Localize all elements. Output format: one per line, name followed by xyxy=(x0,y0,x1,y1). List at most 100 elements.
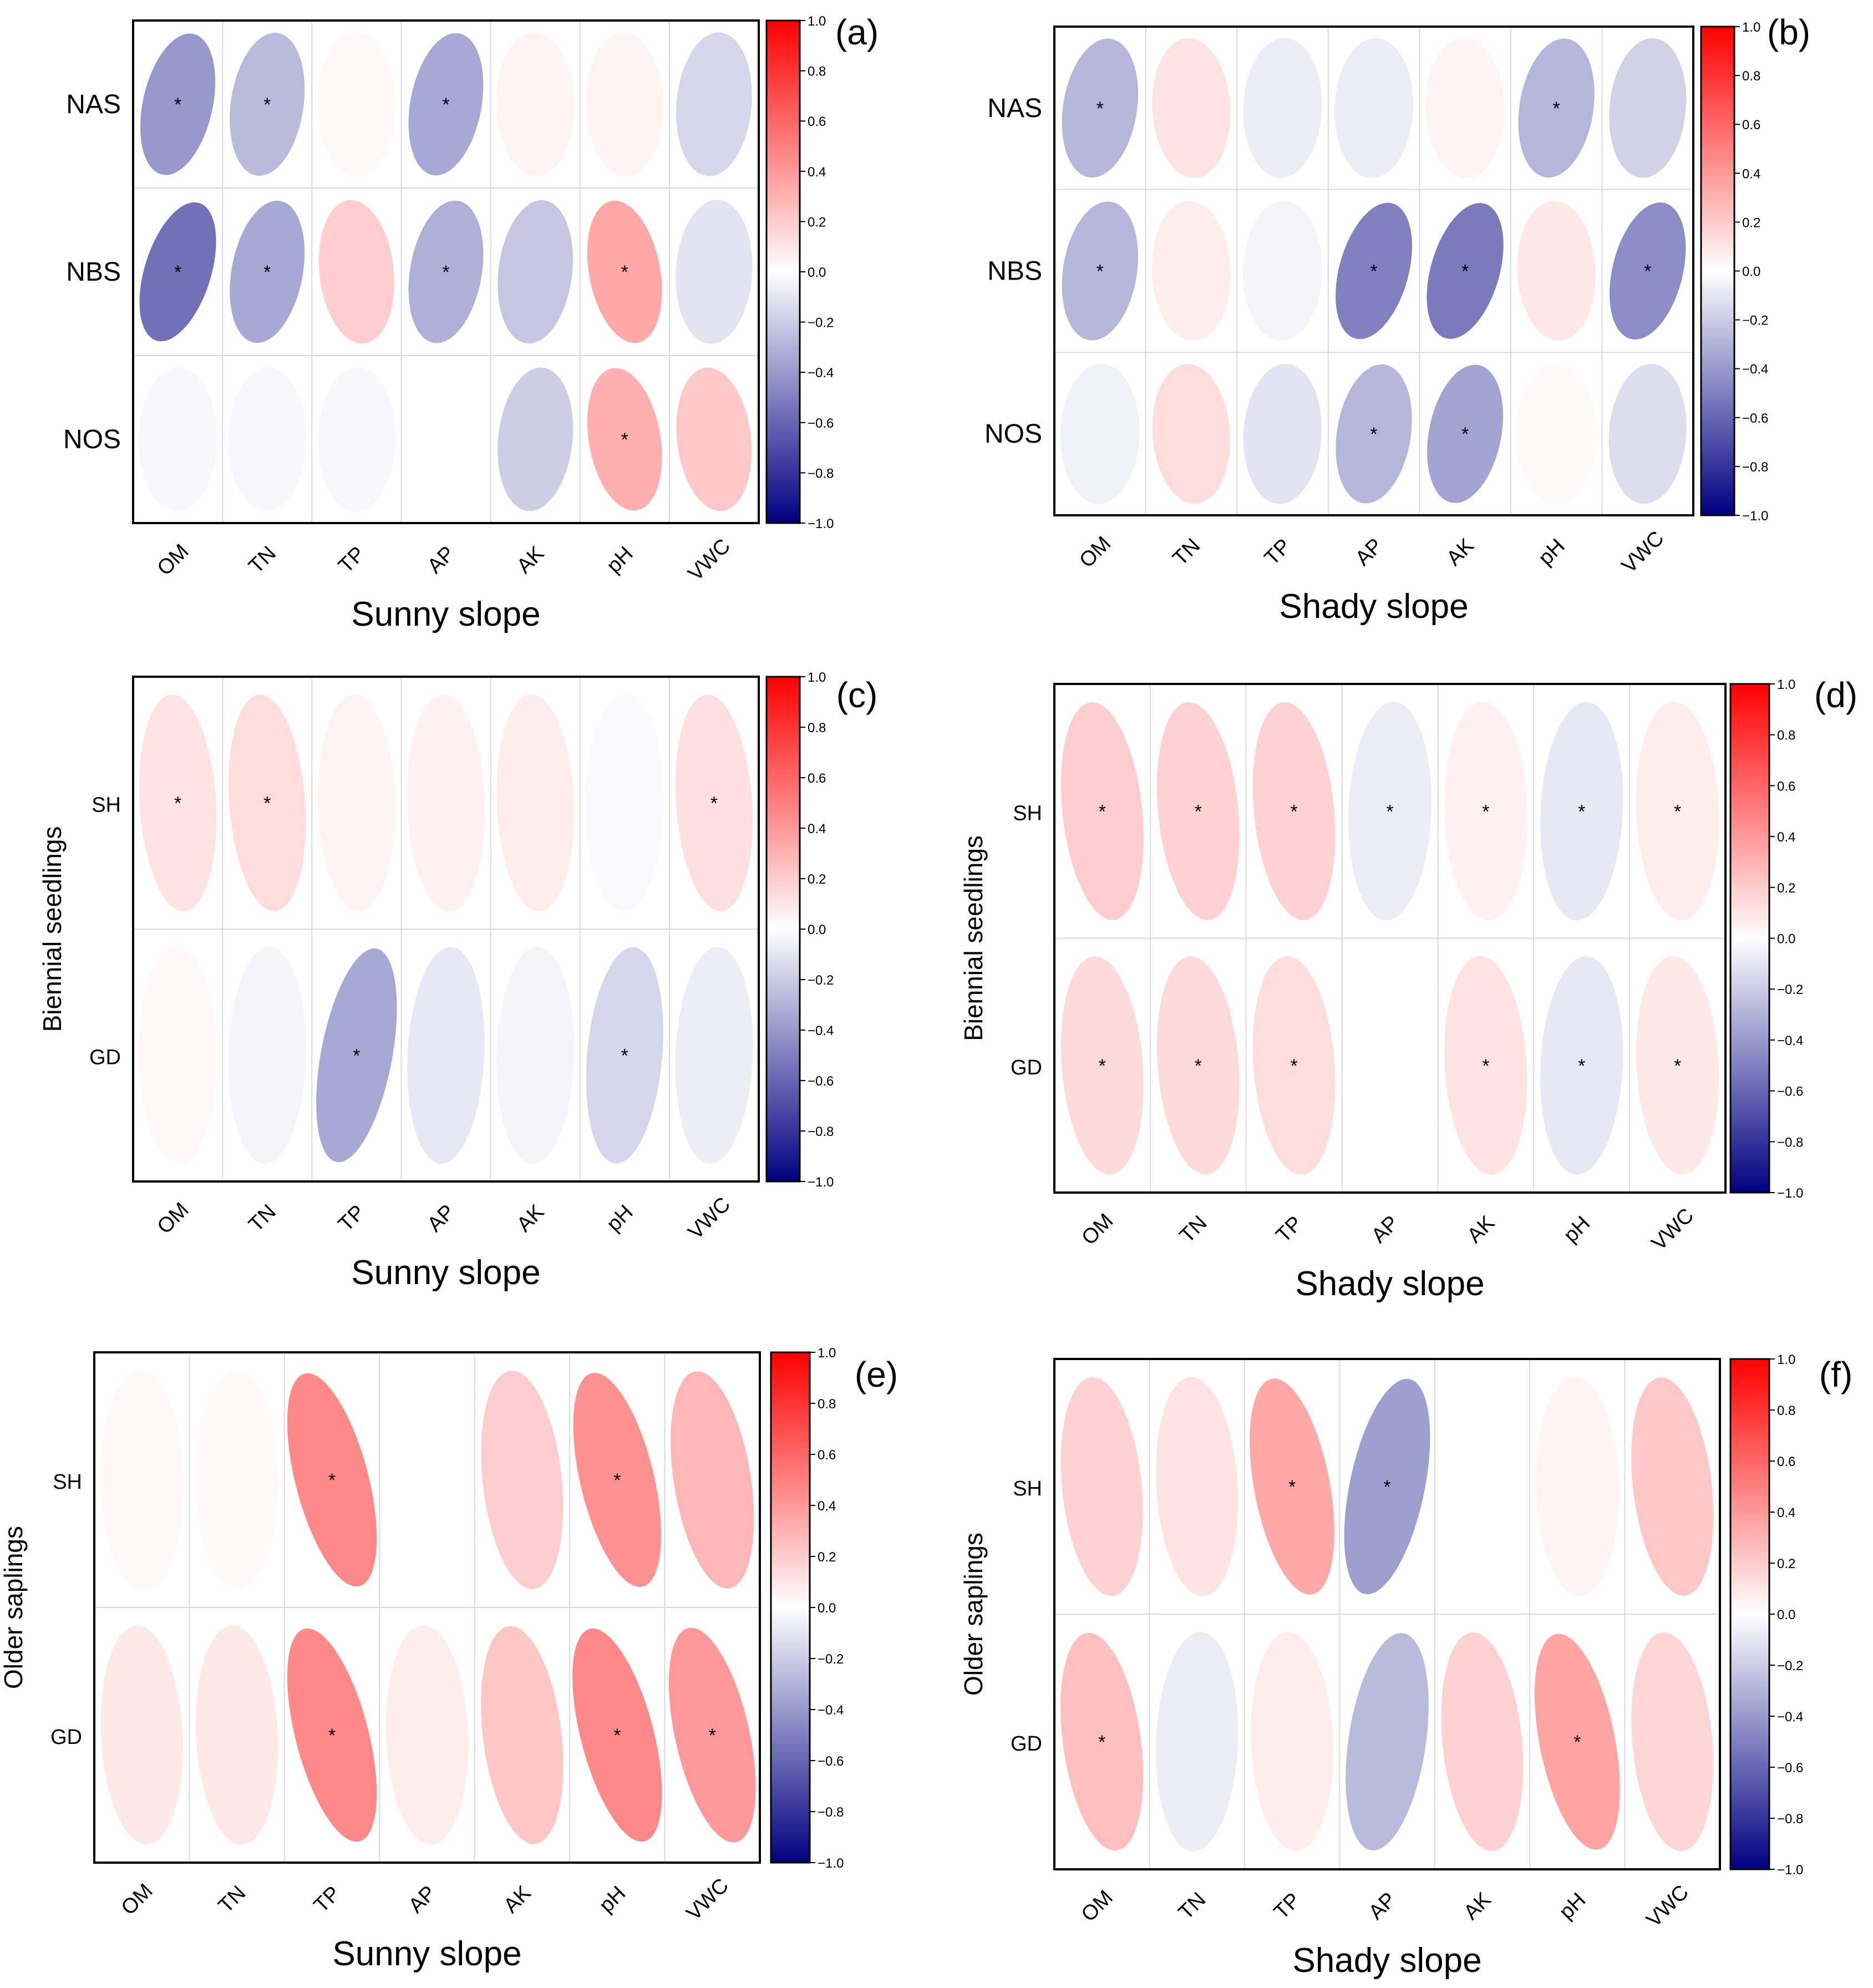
colorbar-tick-label: −0.2 xyxy=(808,973,834,988)
colorbar-tick-label: −0.2 xyxy=(1777,982,1803,997)
colorbar-tick-label: −0.4 xyxy=(818,1703,844,1718)
significance-star: * xyxy=(1195,801,1202,822)
correlation-ellipse xyxy=(676,32,752,176)
correlation-ellipse xyxy=(1346,1633,1429,1850)
row-label: GD xyxy=(1011,1732,1042,1756)
plot-frame xyxy=(1053,1358,1721,1870)
column-label: TN xyxy=(244,1200,281,1237)
colorbar-tick-label: 1.0 xyxy=(1777,677,1795,692)
plot-frame xyxy=(132,19,760,524)
x-axis-title: Shady slope xyxy=(1295,1265,1484,1303)
correlation-ellipse xyxy=(385,1625,469,1845)
significance-star: * xyxy=(1461,424,1469,445)
colorbar-tick-label: 0.4 xyxy=(808,165,826,180)
colorbar-tick-label: 0.8 xyxy=(808,64,826,79)
significance-star: * xyxy=(353,1046,360,1067)
correlation-ellipse xyxy=(1062,201,1138,341)
significance-star: * xyxy=(621,429,628,450)
colorbar-tick-label: −1.0 xyxy=(818,1856,844,1871)
colorbar-tick-label: −0.6 xyxy=(1777,1761,1803,1776)
correlation-ellipse xyxy=(1336,364,1412,504)
colorbar xyxy=(1729,1358,1770,1870)
significance-star: * xyxy=(1644,261,1651,282)
x-axis-title: Shady slope xyxy=(1279,587,1468,626)
colorbar-tick-label: 0.6 xyxy=(808,771,826,786)
panel-label: (b) xyxy=(1767,12,1810,52)
column-label: AK xyxy=(512,1200,549,1237)
colorbar-tick-label: −0.8 xyxy=(1777,1135,1803,1150)
colorbar-tick-label: 0.4 xyxy=(808,821,826,836)
correlation-ellipse xyxy=(1336,202,1412,339)
colorbar-tick-label: 0.8 xyxy=(808,721,826,736)
colorbar-tick-label: 0.0 xyxy=(1742,265,1760,280)
panel-e: * * * * * SH GD OM TN TP AP AK pH VWC Sunny slope Older… xyxy=(0,1346,898,1973)
correlation-ellipse xyxy=(1060,1377,1143,1596)
colorbar-tick-label: 1.0 xyxy=(808,14,826,29)
correlation-ellipse xyxy=(287,1628,377,1842)
correlation-ellipse xyxy=(572,1628,662,1842)
correlation-ellipse xyxy=(498,367,573,511)
correlation-ellipse xyxy=(139,367,217,511)
column-label: AK xyxy=(499,1882,536,1918)
significance-star: * xyxy=(1098,1732,1105,1753)
correlation-ellipse xyxy=(1252,956,1336,1175)
significance-star: * xyxy=(621,262,628,283)
column-label: TP xyxy=(309,1882,345,1917)
panel-label: (d) xyxy=(1814,675,1857,715)
correlation-ellipse xyxy=(230,200,305,343)
correlation-ellipse xyxy=(675,694,753,911)
x-axis-title: Sunny slope xyxy=(332,1935,521,1973)
colorbar-tick-label: −0.6 xyxy=(1777,1084,1803,1099)
significance-star: * xyxy=(1578,1056,1585,1077)
column-label: TN xyxy=(1175,1211,1212,1248)
column-label: TP xyxy=(334,1200,369,1236)
colorbar-tick-label: −0.6 xyxy=(818,1754,844,1769)
correlation-ellipse xyxy=(668,1627,756,1843)
significance-star: * xyxy=(174,793,181,814)
column-label: OM xyxy=(153,1198,194,1239)
colorbar-tick-label: −0.4 xyxy=(808,366,834,381)
colorbar-tick-label: −0.2 xyxy=(818,1652,844,1667)
significance-star: * xyxy=(1291,801,1298,822)
panel-label: (e) xyxy=(855,1355,898,1394)
column-label: AP xyxy=(404,1882,441,1918)
colorbar-tick-label: 0.2 xyxy=(1742,215,1760,230)
row-label: SH xyxy=(1013,802,1042,825)
row-label: SH xyxy=(1013,1477,1042,1500)
correlation-ellipse xyxy=(676,200,753,344)
significance-star: * xyxy=(174,94,181,115)
correlation-ellipse xyxy=(496,32,575,176)
correlation-ellipse xyxy=(408,33,484,176)
column-label: pH xyxy=(1559,1211,1595,1247)
column-label: AK xyxy=(1442,534,1479,571)
colorbar xyxy=(1700,26,1735,516)
column-label: OM xyxy=(1077,1886,1118,1926)
correlation-ellipse xyxy=(573,1372,662,1588)
correlation-ellipse xyxy=(1156,1377,1238,1596)
correlation-ellipse xyxy=(139,946,217,1164)
significance-star: * xyxy=(1553,98,1560,119)
panel-a: * * * * * * * * NAS NBS NOS OM TN TP AP AK pH VWC Sunny sl… xyxy=(63,12,879,633)
correlation-ellipse xyxy=(1444,956,1527,1175)
column-label: AP xyxy=(1351,534,1388,571)
colorbar-tick-label: −0.6 xyxy=(808,1074,834,1089)
significance-star: * xyxy=(1482,1056,1489,1077)
colorbar-tick-label: 0.0 xyxy=(1777,1607,1795,1622)
correlation-ellipse xyxy=(196,1625,278,1845)
row-label: NOS xyxy=(984,419,1042,449)
significance-star: * xyxy=(328,1470,336,1491)
y-axis-title: Older saplings xyxy=(0,1526,28,1689)
correlation-ellipse xyxy=(1060,1632,1144,1851)
correlation-ellipse xyxy=(318,200,394,344)
correlation-ellipse xyxy=(229,694,306,911)
x-axis-title: Shady slope xyxy=(1292,1941,1481,1980)
correlation-ellipse xyxy=(1243,364,1322,504)
correlation-ellipse xyxy=(385,1370,469,1590)
column-label: AP xyxy=(423,542,460,579)
correlation-ellipse xyxy=(1251,1632,1333,1852)
colorbar-tick-label: −0.4 xyxy=(808,1023,834,1038)
correlation-ellipse xyxy=(1347,956,1433,1175)
correlation-ellipse xyxy=(1609,38,1687,178)
row-label: NAS xyxy=(66,90,121,119)
correlation-ellipse xyxy=(140,33,216,175)
